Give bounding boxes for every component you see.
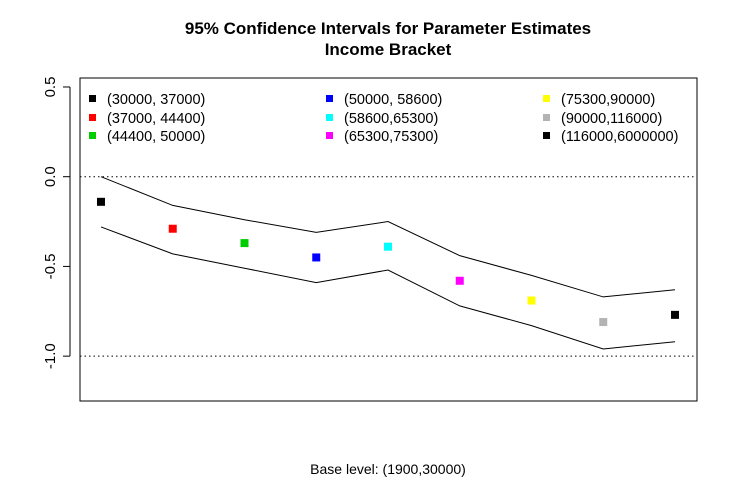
legend-label: (50000, 58600): [344, 92, 442, 108]
y-tick-label: 0.5: [42, 77, 59, 98]
legend-label: (65300,75300): [344, 129, 438, 145]
legend-label: (30000, 37000): [107, 92, 205, 108]
estimate-point: [671, 310, 679, 319]
legend-swatch: [543, 114, 550, 121]
y-tick-label: 0.0: [42, 166, 59, 187]
legend-swatch: [89, 95, 96, 102]
estimate-point: [384, 242, 392, 251]
legend-label: (75300,90000): [561, 92, 655, 108]
legend-swatch: [543, 132, 550, 139]
estimate-points: [97, 197, 679, 327]
legend-swatch: [89, 114, 96, 121]
reference-lines: [80, 176, 697, 357]
legend-swatch: [326, 114, 333, 121]
legend-label: (37000, 44400): [107, 111, 205, 127]
chart-title: 95% Confidence Intervals for Parameter E…: [185, 19, 591, 38]
legend-swatch: [326, 132, 333, 139]
estimate-point: [599, 318, 608, 327]
legend: (30000, 37000) (37000, 44400) (44400, 5000…: [89, 92, 678, 145]
legend-label: (58600,65300): [344, 111, 438, 127]
legend-label: (44400, 50000): [107, 129, 205, 145]
legend-swatch: [543, 95, 550, 102]
estimate-point: [455, 276, 464, 285]
y-tick-label: -1.0: [42, 343, 59, 369]
estimate-point: [168, 224, 177, 233]
plot-frame: [79, 77, 698, 402]
y-axis: 0.5 0.0 -0.5 -1.0: [42, 77, 71, 369]
x-axis-label: Base level: (1900,30000): [310, 461, 466, 477]
estimate-point: [97, 197, 105, 206]
legend-label: (116000,6000000): [561, 129, 678, 145]
estimate-point: [240, 239, 249, 248]
legend-swatch: [89, 132, 96, 139]
legend-label: (90000,116000): [561, 111, 662, 127]
estimate-point: [527, 296, 536, 305]
chart-subtitle: Income Bracket: [325, 40, 452, 59]
upper-ci-line: [100, 176, 676, 298]
confidence-bands: [100, 176, 676, 350]
legend-swatch: [326, 95, 333, 102]
lower-ci-line: [100, 226, 676, 350]
estimate-point: [312, 253, 321, 262]
y-tick-label: -0.5: [42, 253, 59, 279]
